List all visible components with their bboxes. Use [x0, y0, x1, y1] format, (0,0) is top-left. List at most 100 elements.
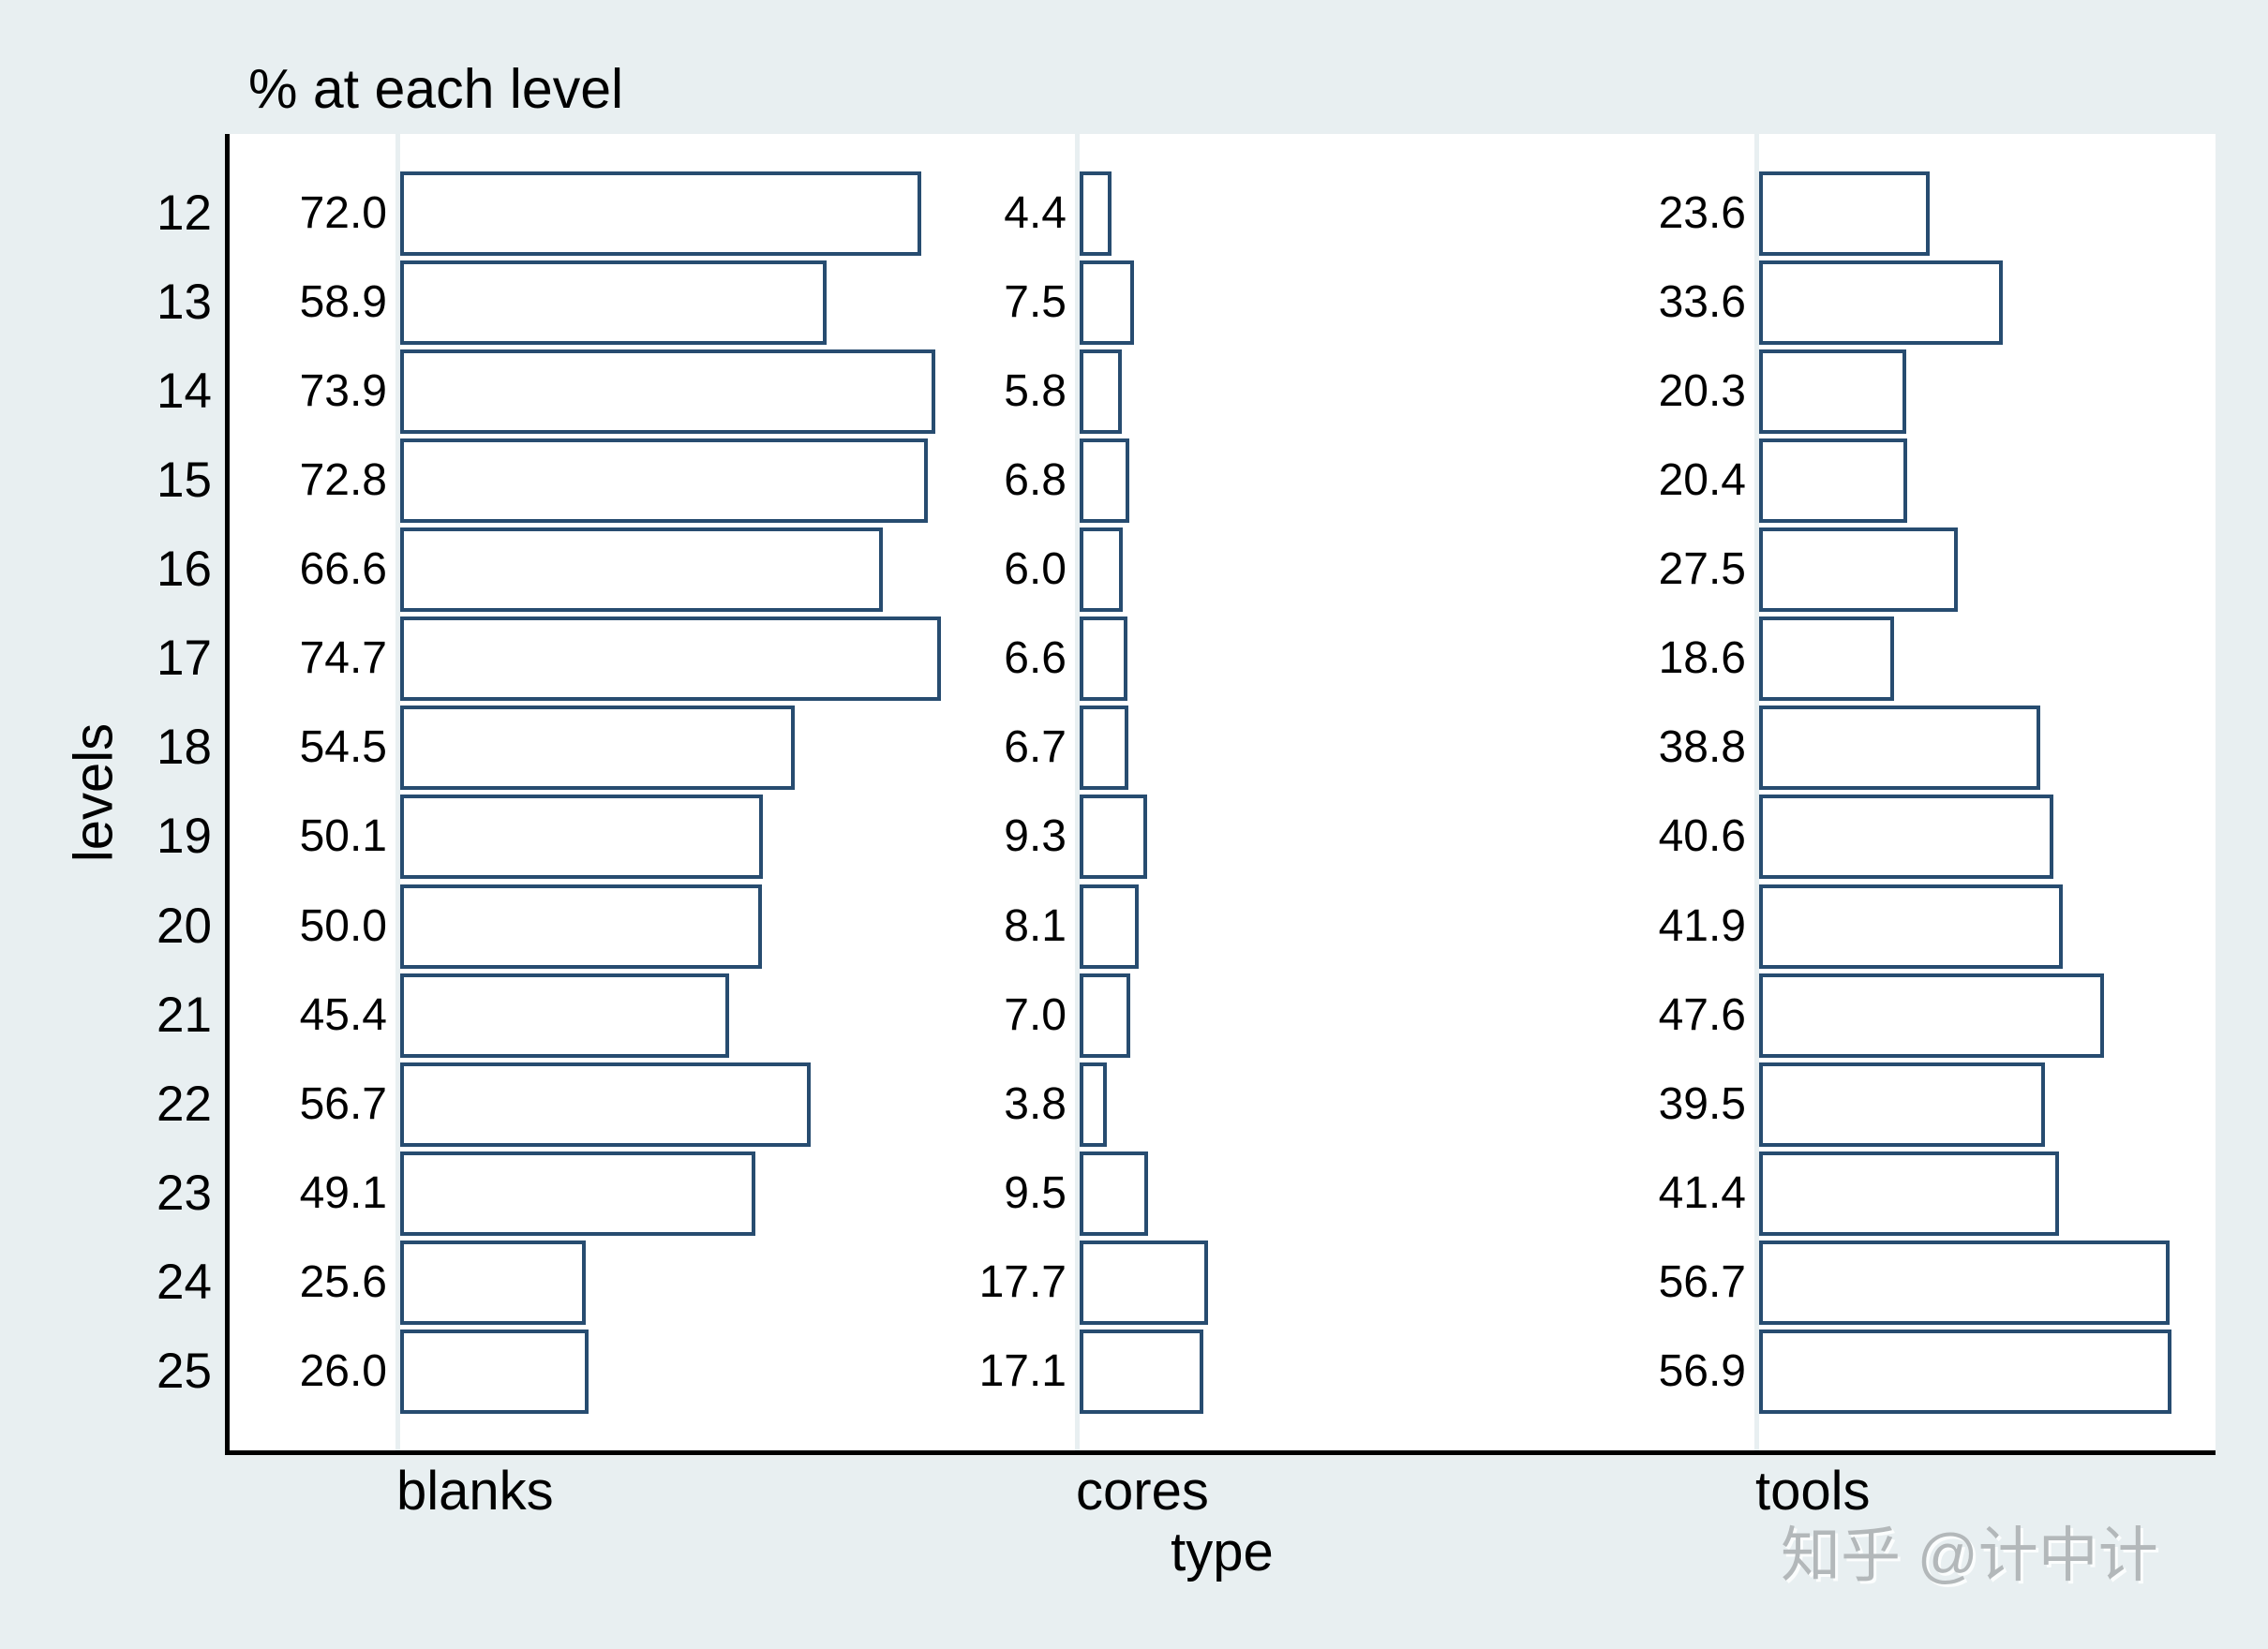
value-label-cores-level-25: 17.1: [978, 1345, 1067, 1396]
bar-tools-level-25: [1759, 1329, 2171, 1414]
value-label-blanks-level-17: 74.7: [299, 633, 387, 684]
y-tick-label-19: 19: [157, 809, 212, 865]
bar-blanks-level-23: [400, 1151, 756, 1236]
bar-tools-level-17: [1759, 617, 1894, 702]
panel-zero-line-cores: [1075, 134, 1080, 1452]
value-label-tools-level-25: 56.9: [1658, 1345, 1746, 1396]
y-tick-label-22: 22: [157, 1076, 212, 1132]
bar-tools-level-19: [1759, 795, 2053, 880]
y-tick-label-14: 14: [157, 364, 212, 420]
bar-tools-level-18: [1759, 706, 2040, 791]
panel-label-cores: cores: [1076, 1461, 1209, 1522]
value-label-cores-level-15: 6.8: [1004, 455, 1067, 506]
bar-cores-level-24: [1080, 1240, 1208, 1325]
bar-cores-level-22: [1080, 1062, 1108, 1147]
bar-blanks-level-12: [400, 171, 922, 256]
bar-blanks-level-21: [400, 973, 729, 1058]
bar-blanks-level-20: [400, 884, 763, 969]
bar-blanks-level-25: [400, 1329, 589, 1414]
bar-blanks-level-13: [400, 260, 828, 346]
y-tick-label-17: 17: [157, 631, 212, 687]
value-label-blanks-level-19: 50.1: [299, 811, 387, 862]
value-label-tools-level-16: 27.5: [1658, 544, 1746, 595]
value-label-tools-level-17: 18.6: [1658, 633, 1746, 684]
panel-label-blanks: blanks: [396, 1461, 554, 1522]
value-label-blanks-level-24: 25.6: [299, 1256, 387, 1307]
value-label-blanks-level-20: 50.0: [299, 900, 387, 951]
value-label-cores-level-12: 4.4: [1004, 188, 1067, 238]
bar-blanks-level-17: [400, 617, 942, 702]
bar-cores-level-25: [1080, 1329, 1204, 1414]
value-label-cores-level-20: 8.1: [1004, 900, 1067, 951]
panel-label-tools: tools: [1755, 1461, 1871, 1522]
bar-tools-level-21: [1759, 973, 2104, 1058]
value-label-cores-level-14: 5.8: [1004, 366, 1067, 417]
value-label-blanks-level-13: 58.9: [299, 277, 387, 328]
chart-title: % at each level: [248, 58, 624, 120]
value-label-blanks-level-22: 56.7: [299, 1078, 387, 1129]
bar-cores-level-19: [1080, 795, 1147, 880]
bar-blanks-level-14: [400, 349, 936, 435]
bar-blanks-level-18: [400, 706, 796, 791]
y-tick-label-18: 18: [157, 720, 212, 776]
value-label-cores-level-13: 7.5: [1004, 277, 1067, 328]
y-tick-label-25: 25: [157, 1343, 212, 1399]
value-label-tools-level-21: 47.6: [1658, 989, 1746, 1040]
value-label-tools-level-12: 23.6: [1658, 188, 1746, 238]
plot-area: 72.0 58.9 73.9 72.8 66.6 74.7 54.5 50.1 50.0 45.4…: [229, 134, 2216, 1452]
value-label-cores-level-18: 6.7: [1004, 722, 1067, 773]
value-label-blanks-level-16: 66.6: [299, 544, 387, 595]
bar-cores-level-13: [1080, 260, 1134, 346]
bar-cores-level-20: [1080, 884, 1139, 969]
bar-cores-level-21: [1080, 973, 1131, 1058]
bar-cores-level-16: [1080, 527, 1124, 613]
bar-cores-level-15: [1080, 438, 1129, 524]
bar-blanks-level-16: [400, 527, 883, 613]
y-tick-label-23: 23: [157, 1165, 212, 1221]
value-label-blanks-level-12: 72.0: [299, 188, 387, 238]
value-label-blanks-level-14: 73.9: [299, 366, 387, 417]
y-tick-label-21: 21: [157, 987, 212, 1043]
y-tick-label-12: 12: [157, 186, 212, 241]
value-label-tools-level-13: 33.6: [1658, 277, 1746, 328]
panel-zero-line-tools: [1754, 134, 1759, 1452]
y-tick-label-24: 24: [157, 1254, 212, 1310]
bar-blanks-level-19: [400, 795, 764, 880]
bar-tools-level-20: [1759, 884, 2063, 969]
bar-cores-level-17: [1080, 617, 1127, 702]
y-axis-line: [225, 134, 230, 1455]
value-label-tools-level-24: 56.7: [1658, 1256, 1746, 1307]
y-tick-label-13: 13: [157, 275, 212, 331]
watermark: 知乎 @计中计: [1781, 1522, 2158, 1589]
value-label-cores-level-21: 7.0: [1004, 989, 1067, 1040]
bar-cores-level-12: [1080, 171, 1112, 256]
y-tick-label-15: 15: [157, 453, 212, 509]
value-label-cores-level-16: 6.0: [1004, 544, 1067, 595]
bar-tools-level-24: [1759, 1240, 2171, 1325]
bar-tools-level-12: [1759, 171, 1931, 256]
x-axis-title: type: [1171, 1522, 1274, 1582]
value-label-tools-level-20: 41.9: [1658, 900, 1746, 951]
bar-cores-level-23: [1080, 1151, 1149, 1236]
value-label-cores-level-19: 9.3: [1004, 811, 1067, 862]
bar-tools-level-23: [1759, 1151, 2059, 1236]
bar-blanks-level-22: [400, 1062, 812, 1147]
bar-tools-level-16: [1759, 527, 1959, 613]
y-tick-label-16: 16: [157, 542, 212, 598]
bar-tools-level-13: [1759, 260, 2003, 346]
value-label-blanks-level-18: 54.5: [299, 722, 387, 773]
value-label-cores-level-23: 9.5: [1004, 1167, 1067, 1218]
value-label-blanks-level-15: 72.8: [299, 455, 387, 506]
value-label-cores-level-24: 17.7: [978, 1256, 1067, 1307]
panel-zero-line-blanks: [395, 134, 400, 1452]
value-label-cores-level-22: 3.8: [1004, 1078, 1067, 1129]
value-label-tools-level-14: 20.3: [1658, 366, 1746, 417]
value-label-cores-level-17: 6.6: [1004, 633, 1067, 684]
value-label-tools-level-18: 38.8: [1658, 722, 1746, 773]
value-label-tools-level-19: 40.6: [1658, 811, 1746, 862]
bar-tools-level-15: [1759, 438, 1907, 524]
x-axis-line: [225, 1450, 2216, 1455]
value-label-tools-level-15: 20.4: [1658, 455, 1746, 506]
bar-cores-level-14: [1080, 349, 1122, 435]
